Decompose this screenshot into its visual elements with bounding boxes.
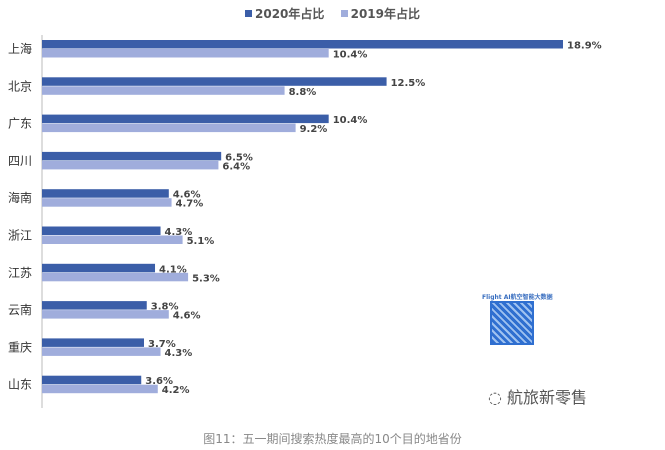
bar-2020 [42, 151, 222, 161]
data-label: 4.7% [176, 199, 204, 210]
data-label: 4.3% [165, 348, 193, 359]
data-label: 9.2% [300, 124, 328, 135]
data-label: 4.3% [165, 227, 193, 238]
data-label: 10.4% [333, 115, 368, 126]
qr-title: Flight AI航空智能大数据 [482, 294, 553, 301]
bar-2019 [42, 160, 219, 170]
category-label: 广东 [8, 117, 32, 131]
bar-2019 [42, 384, 158, 394]
data-label: 6.4% [222, 161, 250, 172]
data-label: 3.7% [148, 339, 176, 350]
bar-2020 [42, 263, 156, 273]
legend: 2020年占比 2019年占比 [0, 5, 665, 22]
category-label: 四川 [8, 154, 32, 168]
bar-2020 [42, 77, 387, 86]
data-label: 5.3% [192, 273, 220, 284]
legend-item-2020: 2020年占比 [245, 7, 324, 21]
bar-2019 [42, 123, 296, 133]
bar-2020 [42, 114, 329, 124]
data-label: 8.8% [289, 87, 317, 98]
bar-2019 [42, 235, 183, 244]
bar-2020 [42, 189, 169, 198]
data-label: 12.5% [391, 78, 426, 89]
data-label: 4.1% [159, 264, 187, 275]
bar-2020 [42, 40, 563, 49]
watermark: ◌ 航旅新零售 [488, 388, 588, 407]
category-label: 山东 [8, 378, 32, 392]
legend-label-2020: 2020年占比 [255, 7, 325, 21]
bar-2020 [42, 338, 144, 347]
data-label: 10.4% [333, 50, 368, 61]
qr-code-image [490, 301, 534, 345]
category-label: 北京 [8, 79, 32, 93]
bar-2020 [42, 375, 142, 385]
data-label: 4.2% [162, 385, 190, 396]
bar-2020 [42, 226, 161, 235]
legend-label-2019: 2019年占比 [350, 7, 420, 21]
bar-2019 [42, 310, 169, 319]
data-label: 6.5% [225, 152, 253, 163]
qr-code-block: Flight AI航空智能大数据 [482, 292, 562, 358]
bar-2019 [42, 198, 172, 207]
bar-2020 [42, 301, 147, 310]
bar-chart: 上海 18.9% 10.4% 北京 12.5% 8.8% 广东 10.4% 9.2% 四川 6.5%… [8, 35, 602, 408]
data-label: 18.9% [567, 41, 602, 52]
bar-2019 [42, 49, 329, 58]
category-label: 海南 [8, 190, 32, 205]
data-label: 5.1% [187, 236, 215, 247]
data-label: 3.8% [151, 302, 179, 313]
data-label: 4.6% [173, 311, 201, 322]
category-label: 云南 [8, 302, 32, 317]
watermark-account: 航旅新零售 [507, 388, 588, 407]
category-label: 上海 [8, 41, 32, 56]
category-label: 重庆 [8, 340, 32, 354]
category-label: 浙江 [8, 229, 32, 243]
bar-2019 [42, 347, 161, 356]
bar-2019 [42, 86, 285, 95]
data-label: 4.6% [173, 190, 201, 201]
legend-item-2019: 2019年占比 [340, 7, 420, 21]
data-label: 3.6% [145, 376, 173, 387]
category-label: 江苏 [8, 266, 32, 280]
bar-2019 [42, 272, 189, 282]
figure-caption: 图11：五一期间搜索热度最高的10个目的地省份 [203, 432, 462, 446]
